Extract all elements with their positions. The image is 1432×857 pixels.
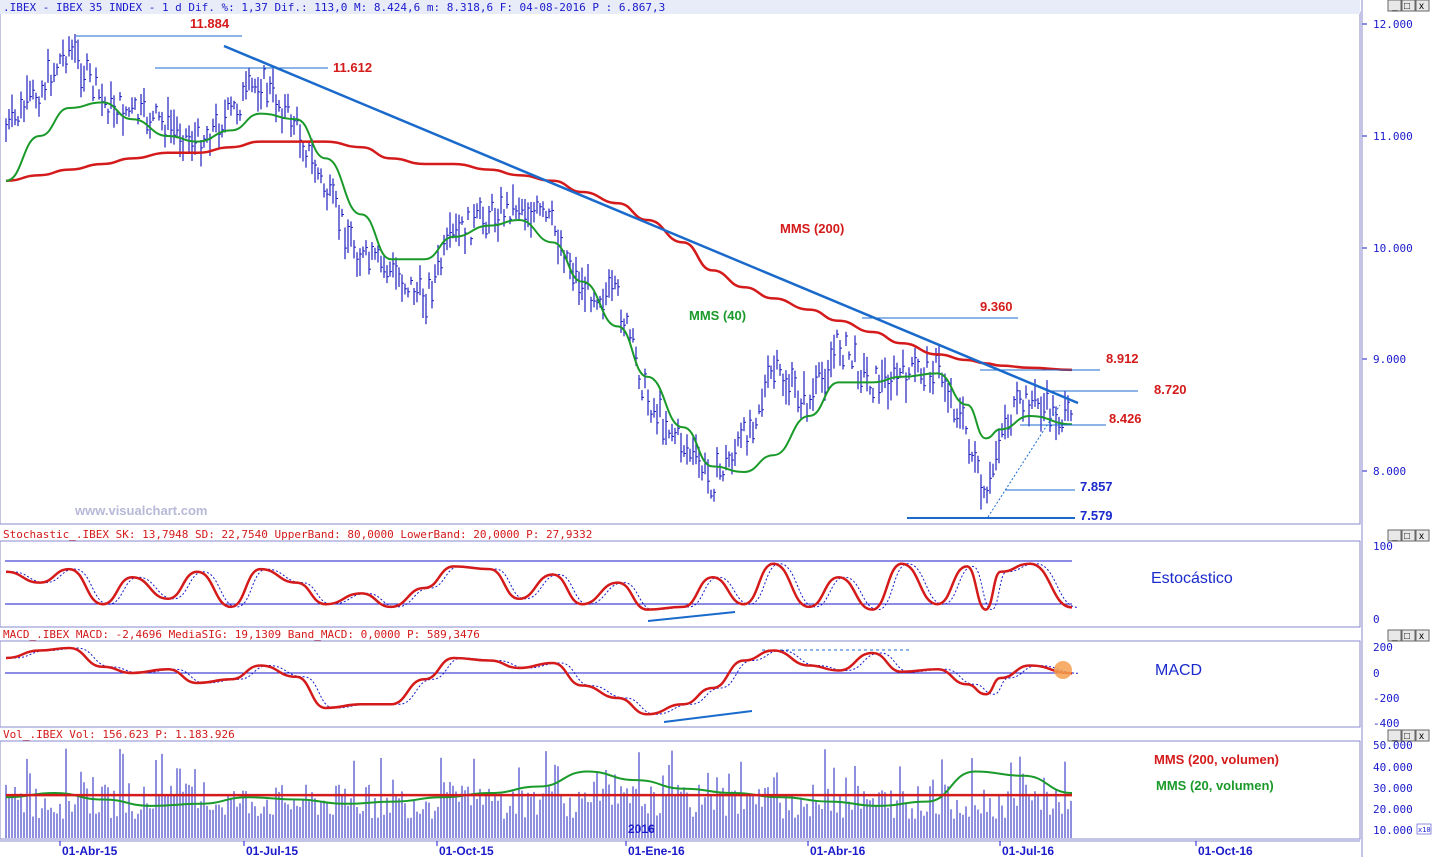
macd-y-tick: -400	[1373, 717, 1400, 730]
minimize-icon: _	[1391, 731, 1398, 742]
stoch-k-line	[5, 562, 1073, 611]
vol-y-tick: 30.000	[1373, 782, 1413, 795]
maximize-icon: □	[1404, 631, 1410, 642]
close-icon: x	[1419, 531, 1424, 542]
price-bars	[5, 34, 1073, 510]
volume-scale-badge: x10	[1418, 826, 1431, 834]
vol-y-tick: 20.000	[1373, 803, 1413, 816]
macd-divergence-line	[663, 710, 753, 723]
minimize-button[interactable]	[1387, 0, 1402, 12]
x-tick: 01-Ene-16	[628, 844, 685, 857]
level-7579: 7.579	[1080, 508, 1113, 523]
level-11884: 11.884	[190, 16, 230, 31]
maximize-button[interactable]	[1401, 729, 1416, 742]
close-button[interactable]	[1415, 0, 1430, 12]
maximize-button[interactable]	[1401, 529, 1416, 542]
macd-y-tick: 200	[1373, 641, 1393, 654]
minimize-button[interactable]	[1387, 529, 1402, 542]
maximize-button[interactable]	[1401, 0, 1416, 12]
mms40-line	[5, 101, 1073, 474]
close-icon: x	[1419, 631, 1424, 642]
macd-panel: MACD_.IBEX MACD: -2,4696 MediaSIG: 19,13…	[3, 628, 1400, 730]
maximize-button[interactable]	[1401, 629, 1416, 642]
x-tick: 01-Jul-16	[1002, 844, 1054, 857]
volume-panel: Vol_.IBEX Vol: 156.623 P: 1.183.926 2016…	[3, 728, 1432, 838]
price-panel: 11.884 11.612 9.360 8.912 8.720 8.426 7.…	[5, 16, 1187, 523]
level-8720: 8.720	[1154, 382, 1187, 397]
vol-mms20-label: MMS (20, volumen)	[1156, 778, 1274, 793]
close-button[interactable]	[1415, 629, 1430, 642]
level-8426: 8.426	[1109, 411, 1142, 426]
macd-panel-header: MACD_.IBEX MACD: -2,4696 MediaSIG: 19,13…	[3, 628, 480, 641]
minimize-icon: _	[1391, 531, 1398, 542]
vol-y-tick: 10.000	[1373, 824, 1413, 837]
mms40-annotation: MMS (40)	[689, 308, 746, 323]
price-y-tick: 8.000	[1373, 465, 1406, 478]
vol-mms20-line	[5, 770, 1073, 807]
stoch-divergence-line	[647, 611, 736, 622]
vol-y-tick: 50.000	[1373, 739, 1413, 752]
mms200-annotation: MMS (200)	[780, 221, 844, 236]
macd-line	[5, 646, 1073, 716]
minimize-button[interactable]	[1387, 629, 1402, 642]
x-axis: 01-Abr-15 01-Jul-15 01-Oct-15 01-Ene-16 …	[0, 840, 1360, 857]
volume-bars	[5, 748, 1072, 838]
close-icon: x	[1419, 731, 1424, 742]
level-7857: 7.857	[1080, 479, 1113, 494]
close-button[interactable]	[1415, 529, 1430, 542]
window-controls-macd: _ □ x	[1387, 629, 1430, 642]
price-y-tick: 10.000	[1373, 242, 1413, 255]
window-controls-stochastic: _ □ x	[1387, 529, 1430, 542]
stoch-y-tick: 0	[1373, 613, 1380, 626]
watermark: www.visualchart.com	[74, 503, 207, 518]
window-controls-price: _ □ x	[1387, 0, 1430, 12]
minimize-icon: _	[1391, 1, 1398, 12]
level-8912: 8.912	[1106, 351, 1139, 366]
x-tick: 01-Abr-15	[62, 844, 118, 857]
minimize-button[interactable]	[1387, 729, 1402, 742]
stoch-d-line	[11, 563, 1079, 611]
stochastic-panel: Stochastic_.IBEX SK: 13,7948 SD: 22,7540…	[3, 528, 1393, 626]
level-lines	[76, 35, 1138, 519]
mms200-line	[5, 140, 1073, 372]
volume-panel-header: Vol_.IBEX Vol: 156.623 P: 1.183.926	[3, 728, 235, 741]
close-button[interactable]	[1415, 729, 1430, 742]
window-controls-volume: _ □ x	[1387, 729, 1430, 742]
level-11612: 11.612	[333, 60, 372, 75]
x-tick: 01-Oct-16	[1198, 844, 1253, 857]
x-tick: 01-Oct-15	[439, 844, 494, 857]
trendline	[223, 44, 1079, 405]
close-icon: x	[1419, 1, 1424, 12]
maximize-icon: □	[1404, 731, 1410, 742]
price-panel-header: .IBEX - IBEX 35 INDEX - 1 d Dif. %: 1,37…	[3, 1, 665, 14]
price-y-tick: 11.000	[1373, 130, 1413, 143]
macd-highlight-dot	[1054, 661, 1072, 679]
stoch-y-tick: 100	[1373, 540, 1393, 553]
price-y-tick: 9.000	[1373, 353, 1406, 366]
price-y-axis: 12.000 11.000 10.000 9.000 8.000	[1362, 18, 1413, 478]
x-tick: 01-Abr-16	[810, 844, 866, 857]
stochastic-label: Estocástico	[1151, 570, 1233, 587]
macd-signal-line	[13, 647, 1081, 715]
minimize-icon: _	[1391, 631, 1398, 642]
macd-y-tick: -200	[1373, 692, 1400, 705]
vol-y-tick: 40.000	[1373, 761, 1413, 774]
year-marker: 2016	[628, 822, 655, 836]
maximize-icon: □	[1404, 1, 1410, 12]
price-y-tick: 12.000	[1373, 18, 1413, 31]
macd-y-tick: 0	[1373, 667, 1380, 680]
x-tick: 01-Jul-15	[246, 844, 298, 857]
level-9360: 9.360	[980, 299, 1013, 314]
macd-label: MACD	[1155, 662, 1202, 679]
stochastic-panel-header: Stochastic_.IBEX SK: 13,7948 SD: 22,7540…	[3, 528, 592, 541]
vol-mms200-label: MMS (200, volumen)	[1154, 752, 1279, 767]
maximize-icon: □	[1404, 531, 1410, 542]
